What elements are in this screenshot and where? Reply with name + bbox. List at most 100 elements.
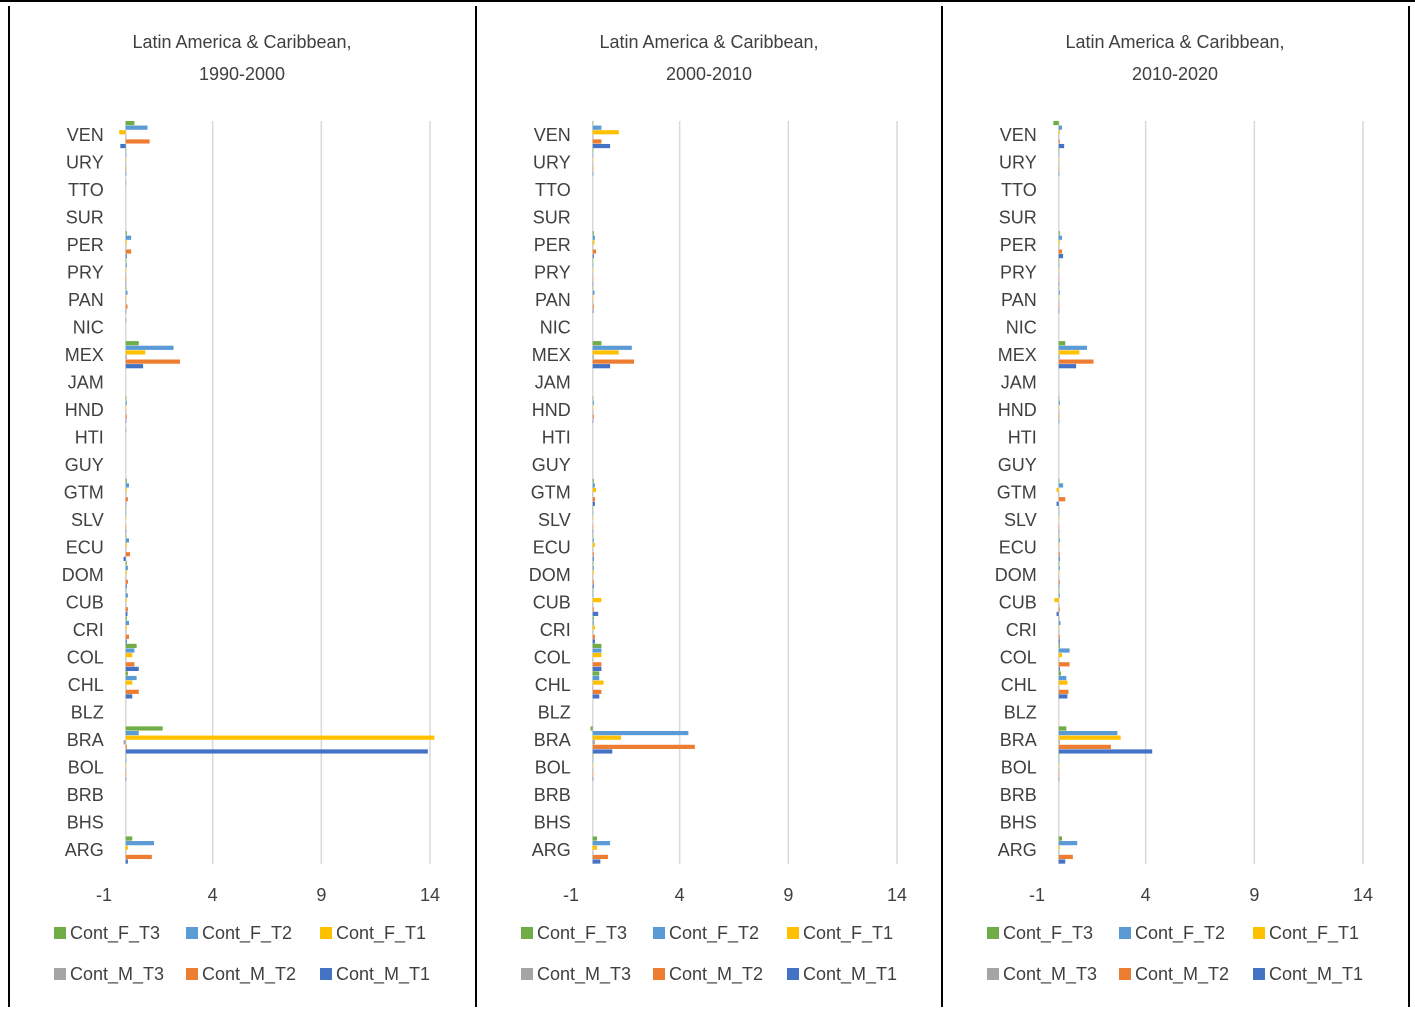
bar-cont-m-t1 [1058, 859, 1066, 864]
x-tick-label: 4 [675, 885, 685, 905]
bar-cont-m-t3 [592, 162, 594, 167]
bar-cont-f-t1 [1058, 350, 1080, 355]
bar-cont-f-t2 [1058, 565, 1060, 571]
bar-cont-f-t2 [125, 153, 127, 158]
category-label: SLV [71, 510, 104, 530]
legend-swatch [320, 927, 332, 939]
bar-cont-f-t1 [1058, 735, 1121, 740]
bar-cont-m-t2 [125, 166, 127, 172]
bar-cont-f-t3 [592, 753, 594, 759]
legend-swatch [521, 968, 533, 980]
bar-cont-f-t3 [592, 478, 594, 483]
bar-cont-m-t1 [125, 254, 127, 259]
bar-cont-f-t1 [125, 240, 127, 245]
bar-cont-f-t1 [1058, 680, 1068, 685]
bar-cont-f-t2 [592, 648, 602, 653]
bar-cont-f-t2 [1058, 758, 1060, 763]
bar-cont-f-t3 [1058, 286, 1060, 291]
category-label: PER [1000, 235, 1037, 255]
bar-cont-f-t3 [125, 836, 133, 841]
bar-cont-m-t3 [592, 354, 594, 360]
bar-cont-m-t2 [592, 304, 594, 309]
bar-cont-f-t3 [592, 836, 598, 841]
bar-cont-m-t2 [592, 689, 602, 694]
bar-cont-m-t2 [125, 854, 152, 860]
bar-cont-m-t1 [125, 419, 127, 424]
bar-cont-m-t1 [125, 749, 428, 754]
bar-cont-m-t2 [592, 524, 594, 529]
bar-cont-m-t3 [125, 272, 127, 277]
category-label: BHS [1000, 813, 1037, 833]
bar-cont-f-t3 [592, 286, 594, 291]
legend-swatch [987, 927, 999, 939]
bar-cont-m-t3 [592, 244, 594, 250]
chart-panel-1990-2000: Latin America & Caribbean, 1990-2000 -1 4 9 1… [8, 6, 477, 1007]
bar-cont-m-t1 [1058, 364, 1077, 369]
bar-cont-m-t2 [592, 139, 602, 144]
bar-cont-f-t3 [125, 588, 127, 593]
bar-cont-f-t3 [125, 478, 127, 483]
bar-cont-f-t3 [125, 533, 127, 538]
bar-cont-f-t3 [1058, 396, 1060, 401]
category-label: BRA [534, 730, 571, 750]
bar-cont-f-t1 [592, 350, 619, 355]
bar-cont-m-t2 [125, 772, 127, 777]
bar-cont-f-t1 [1058, 653, 1062, 658]
category-label: GTM [531, 483, 571, 503]
bar-cont-f-t1 [592, 487, 596, 493]
bar-cont-f-t1 [592, 680, 604, 685]
bar-cont-m-t3 [1058, 492, 1060, 497]
bar-cont-f-t2 [125, 290, 128, 295]
bar-cont-m-t3 [1058, 575, 1060, 580]
bar-cont-f-t2 [1058, 675, 1067, 681]
category-label: HTI [75, 427, 104, 447]
bar-cont-m-t1 [592, 859, 601, 864]
bar-cont-m-t2 [1058, 304, 1060, 309]
category-label: MEX [65, 345, 104, 365]
bar-cont-f-t3 [592, 616, 594, 621]
bar-cont-f-t3 [592, 533, 594, 538]
bar-cont-f-t2 [1058, 538, 1060, 543]
bar-cont-m-t3 [125, 657, 127, 662]
legend-swatch [653, 927, 665, 939]
category-label: BHS [67, 813, 104, 833]
bar-cont-f-t2 [1058, 235, 1062, 240]
bar-cont-f-t2 [592, 153, 594, 158]
bar-cont-m-t1 [1058, 309, 1060, 314]
category-label: DOM [529, 565, 571, 585]
bar-cont-f-t3 [592, 341, 602, 346]
bar-cont-m-t2 [592, 662, 602, 667]
bar-cont-f-t3 [592, 561, 594, 566]
category-label: BRA [1000, 730, 1037, 750]
category-label: VEN [534, 125, 571, 145]
bar-cont-f-t1 [592, 405, 594, 410]
chart-2010-2020: Latin America & Caribbean, 2010-2020 -1 4 9 1… [987, 32, 1373, 985]
bar-cont-m-t1 [1058, 143, 1065, 149]
bar-cont-m-t1 [592, 143, 611, 149]
category-label: CHL [1001, 675, 1037, 695]
bar-cont-f-t1 [592, 735, 621, 740]
bar-cont-m-t3 [125, 685, 127, 690]
bar-cont-f-t1 [592, 157, 594, 162]
bar-cont-m-t3 [592, 657, 594, 662]
chart-title: Latin America & Caribbean, [599, 32, 818, 52]
bar-cont-f-t2 [125, 758, 127, 763]
bar-cont-m-t2 [125, 552, 131, 557]
category-label: NIC [1006, 317, 1037, 337]
category-label: MEX [998, 345, 1037, 365]
bar-cont-m-t1 [592, 611, 599, 616]
bar-cont-m-t2 [592, 249, 596, 254]
bar-cont-f-t2 [1058, 290, 1060, 295]
bar-cont-f-t3 [1058, 258, 1060, 263]
bar-cont-m-t1 [125, 859, 128, 864]
legend-swatch [1253, 968, 1265, 980]
bar-cont-m-t2 [592, 552, 594, 557]
category-label: BRB [534, 785, 571, 805]
bar-cont-f-t2 [1058, 263, 1060, 268]
bar-cont-f-t1 [592, 240, 595, 245]
category-label: ARG [65, 840, 104, 860]
bar-cont-f-t3 [125, 561, 127, 566]
bar-cont-m-t2 [1058, 579, 1060, 584]
category-label: MEX [532, 345, 571, 365]
bar-cont-f-t1 [592, 570, 594, 575]
